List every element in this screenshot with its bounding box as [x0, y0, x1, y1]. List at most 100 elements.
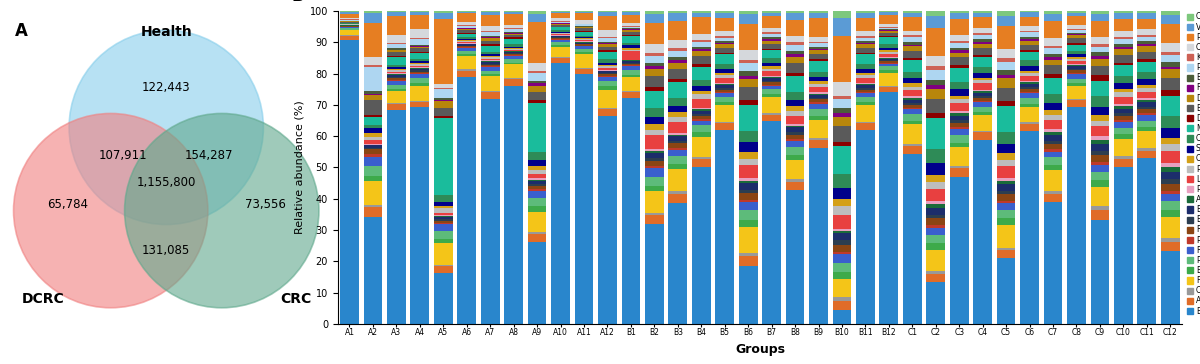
Bar: [950, 82, 968, 90]
Bar: [1067, 16, 1086, 25]
Bar: [410, 67, 430, 68]
Bar: [575, 69, 593, 74]
Bar: [809, 37, 828, 42]
Bar: [1020, 41, 1039, 46]
Bar: [644, 153, 664, 158]
Bar: [668, 98, 688, 106]
Bar: [809, 61, 828, 72]
Bar: [504, 50, 523, 51]
X-axis label: Groups: Groups: [734, 343, 785, 356]
Bar: [598, 77, 617, 81]
Bar: [692, 126, 710, 132]
Bar: [1138, 35, 1157, 37]
Bar: [1044, 103, 1062, 110]
Bar: [1067, 33, 1086, 34]
Bar: [622, 23, 641, 25]
Bar: [388, 75, 406, 77]
Bar: [1114, 37, 1133, 39]
Bar: [902, 124, 922, 144]
Bar: [973, 96, 992, 98]
Bar: [739, 181, 757, 183]
Bar: [739, 159, 757, 165]
Bar: [1138, 41, 1157, 44]
Bar: [410, 62, 430, 63]
Bar: [1114, 159, 1133, 167]
Bar: [364, 207, 383, 217]
Bar: [809, 102, 828, 103]
Bar: [973, 12, 992, 17]
Bar: [622, 92, 641, 98]
Bar: [1114, 39, 1133, 44]
Bar: [457, 42, 476, 43]
Bar: [1160, 210, 1180, 217]
Bar: [551, 40, 570, 42]
Bar: [504, 15, 523, 25]
Bar: [528, 14, 546, 22]
Bar: [622, 32, 641, 35]
Bar: [481, 91, 499, 92]
Bar: [481, 56, 499, 58]
Bar: [1044, 60, 1062, 66]
Bar: [410, 66, 430, 67]
Bar: [1114, 96, 1133, 104]
Bar: [833, 272, 851, 279]
Bar: [997, 225, 1015, 248]
Bar: [809, 72, 828, 78]
Bar: [1160, 11, 1180, 15]
Bar: [622, 66, 641, 70]
Bar: [457, 51, 476, 54]
Bar: [622, 43, 641, 46]
Bar: [1067, 54, 1086, 57]
Bar: [833, 18, 851, 36]
Bar: [856, 64, 875, 70]
Bar: [622, 29, 641, 30]
Bar: [388, 91, 406, 103]
Bar: [504, 86, 523, 324]
Bar: [692, 111, 710, 114]
Bar: [410, 12, 430, 15]
Bar: [902, 144, 922, 146]
Bar: [668, 135, 688, 136]
Bar: [973, 42, 992, 44]
Bar: [997, 70, 1015, 75]
Bar: [762, 78, 781, 81]
Bar: [364, 128, 383, 133]
Bar: [481, 60, 499, 61]
Bar: [973, 44, 992, 48]
Bar: [504, 55, 523, 56]
Bar: [481, 32, 499, 36]
Bar: [622, 12, 641, 15]
Bar: [598, 86, 617, 90]
Bar: [762, 121, 781, 324]
Bar: [1114, 128, 1133, 134]
Bar: [1067, 12, 1086, 16]
Bar: [551, 23, 570, 24]
Bar: [1091, 37, 1109, 44]
Bar: [973, 101, 992, 102]
Bar: [1020, 60, 1039, 66]
Bar: [692, 120, 710, 126]
Bar: [528, 170, 546, 174]
Bar: [739, 190, 757, 193]
Bar: [598, 42, 617, 43]
Bar: [434, 239, 452, 244]
Bar: [1091, 165, 1109, 171]
Bar: [786, 20, 804, 36]
Bar: [809, 81, 828, 84]
Bar: [481, 66, 499, 67]
Bar: [598, 74, 617, 76]
Bar: [692, 116, 710, 119]
Bar: [1067, 65, 1086, 66]
Bar: [950, 147, 968, 166]
Bar: [364, 140, 383, 143]
Bar: [668, 169, 688, 191]
Bar: [692, 67, 710, 80]
Bar: [762, 44, 781, 48]
Bar: [504, 56, 523, 59]
Bar: [1160, 179, 1180, 183]
Bar: [1020, 76, 1039, 81]
Bar: [997, 25, 1015, 48]
Bar: [504, 59, 523, 63]
Bar: [1067, 64, 1086, 65]
Bar: [551, 33, 570, 34]
